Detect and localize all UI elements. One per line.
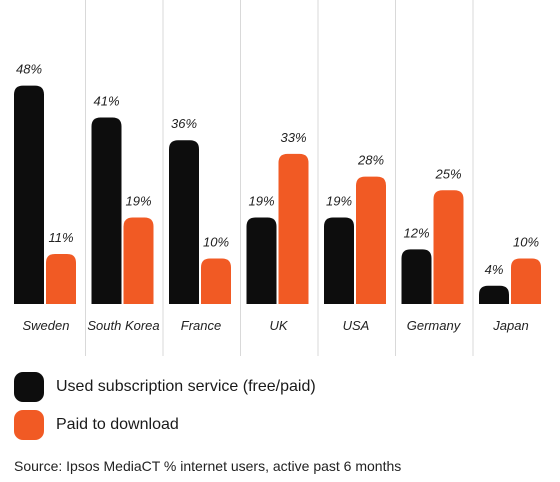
- legend-label-subscription: Used subscription service (free/paid): [56, 378, 316, 395]
- legend-swatch-download: [14, 410, 44, 440]
- data-label: 19%: [326, 194, 352, 209]
- data-label: 33%: [280, 130, 306, 145]
- legend-item-download: Paid to download: [14, 410, 316, 440]
- legend-item-subscription: Used subscription service (free/paid): [14, 372, 316, 402]
- data-label: 25%: [434, 166, 461, 181]
- source-note: Source: Ipsos MediaCT % internet users, …: [14, 458, 402, 474]
- bar-subscription: [246, 217, 277, 304]
- bar-subscription: [14, 85, 44, 304]
- data-label: 4%: [485, 262, 504, 277]
- bar-subscription: [401, 249, 432, 304]
- bar-subscription: [324, 217, 354, 304]
- bar-download: [356, 176, 386, 304]
- bar-chart: 48% 11% Sweden 41% 19% South Korea 36% 10% Franc…: [14, 0, 541, 356]
- data-label: 28%: [357, 153, 384, 168]
- x-tick-label: USA: [343, 318, 370, 333]
- bar-subscription: [479, 285, 509, 304]
- data-label: 19%: [248, 194, 274, 209]
- data-label: 19%: [125, 194, 151, 209]
- x-tick-label: France: [181, 318, 221, 333]
- bar-download: [123, 217, 154, 304]
- data-label: 10%: [203, 235, 229, 250]
- bar-download: [201, 258, 231, 304]
- data-label: 12%: [403, 225, 429, 240]
- bar-subscription: [91, 117, 122, 304]
- data-label: 48%: [16, 62, 42, 77]
- bar-download: [511, 258, 541, 304]
- x-tick-label: Japan: [492, 318, 528, 333]
- legend-swatch-subscription: [14, 372, 44, 402]
- data-label: 10%: [513, 235, 539, 250]
- bar-download: [433, 190, 464, 304]
- bar-download: [278, 153, 309, 304]
- legend-label-download: Paid to download: [56, 416, 179, 433]
- x-tick-label: Germany: [407, 318, 462, 333]
- bar-subscription: [169, 140, 199, 304]
- bar-download: [46, 253, 76, 304]
- x-tick-label: Sweden: [23, 318, 70, 333]
- x-tick-label: UK: [269, 318, 288, 333]
- data-label: 36%: [171, 116, 197, 131]
- data-label: 11%: [48, 230, 73, 245]
- legend: Used subscription service (free/paid) Pa…: [14, 372, 316, 448]
- x-tick-label: South Korea: [87, 318, 159, 333]
- data-label: 41%: [93, 93, 119, 108]
